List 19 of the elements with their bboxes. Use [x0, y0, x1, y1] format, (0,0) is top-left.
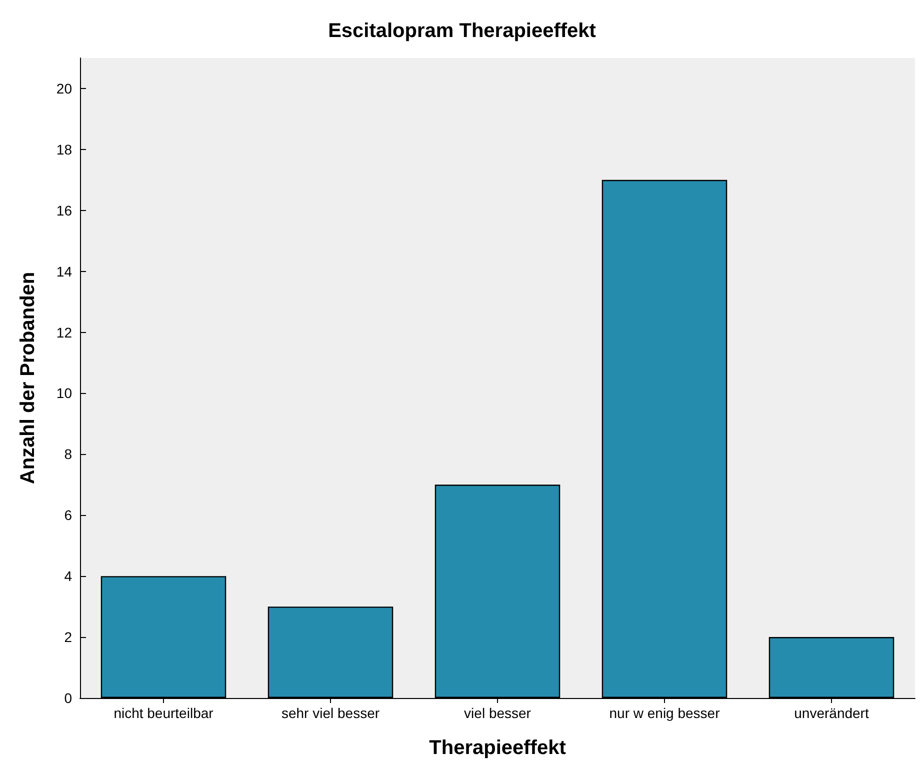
- y-tick-label: 6: [64, 507, 72, 524]
- y-tick-label: 14: [56, 263, 72, 280]
- x-tick-label: sehr viel besser: [281, 705, 380, 721]
- x-axis-title: Therapieeffekt: [429, 737, 566, 759]
- y-tick-label: 8: [64, 446, 72, 462]
- y-axis-title: Anzahl der Probanden: [17, 272, 39, 484]
- x-tick-label: nur w enig besser: [609, 705, 720, 721]
- y-tick-label: 4: [64, 568, 72, 584]
- chart-title: Escitalopram Therapieeffekt: [328, 20, 596, 42]
- y-tick-label: 2: [64, 629, 72, 646]
- y-tick-label: 10: [56, 385, 72, 402]
- x-tick-label: viel besser: [464, 705, 532, 721]
- y-tick-label: 0: [64, 690, 72, 706]
- x-tick-label: unverändert: [794, 705, 869, 721]
- y-tick-label: 12: [56, 324, 72, 340]
- x-tick-label: nicht beurteilbar: [114, 705, 214, 721]
- y-tick-label: 20: [56, 80, 72, 96]
- y-tick-label: 18: [56, 141, 72, 158]
- y-tick-label: 16: [56, 202, 72, 218]
